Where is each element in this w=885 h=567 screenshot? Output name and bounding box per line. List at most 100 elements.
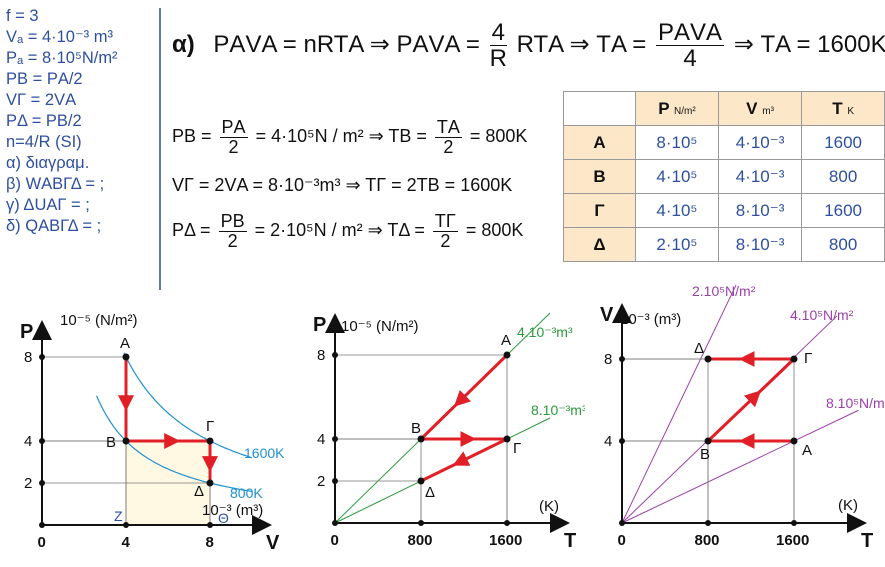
- y-tick-dot: [619, 356, 625, 362]
- given-line: δ) QΑΒΓΔ = ;: [6, 217, 102, 235]
- x-tick-dot: [207, 522, 213, 528]
- t-value: 800: [801, 227, 885, 262]
- x-tick-label: 0: [618, 532, 626, 549]
- numerator: PΑVΑ: [656, 19, 725, 47]
- v-value: 4·10⁻³: [717, 125, 803, 160]
- fraction: TΓ 2: [432, 211, 458, 251]
- y-tick-dot: [39, 354, 45, 360]
- eq-a-part: ⇒ TΑ = 1600K: [733, 31, 885, 59]
- state-label: B: [700, 446, 710, 463]
- denominator: 2: [440, 230, 451, 251]
- denominator: 2: [228, 136, 239, 157]
- y-tick-dot: [332, 352, 338, 358]
- table-row: A 8·10⁵ 4·10⁻³ 1600: [563, 125, 885, 160]
- eq-d-part: = 800K: [465, 220, 524, 241]
- state-point: [704, 437, 712, 445]
- point-label-z: Z: [114, 508, 123, 524]
- x-tick-dot: [39, 522, 45, 528]
- x-tick-label: 8: [206, 534, 214, 551]
- state-point: [790, 355, 798, 363]
- reference-line: [621, 409, 859, 524]
- denominator: 2: [443, 136, 454, 157]
- equation-b: PΒ = PΑ 2 = 4·10⁵N / m² ⇒ TΒ = TΑ 2 = 800K: [172, 118, 527, 157]
- fraction: PΑVΑ 4: [656, 19, 725, 71]
- y-tick-label: 8: [317, 347, 325, 364]
- state-point: [417, 477, 425, 485]
- x-axis-unit: (K): [838, 497, 858, 514]
- state-label: Δ: [194, 483, 204, 500]
- pv-diagram: A B Γ Δ 0 4 8 2 4 8 V P 10⁻³ (m³) 10⁻⁵ (N/m²) 1600K 800…: [20, 312, 285, 554]
- v-value: 4·10⁻³: [717, 159, 803, 194]
- pt-diagram: A B Γ Δ 0 800 1600 2 4 8 T P (K) 10⁻⁵ (N/m²) 4.10⁻³m³ 8…: [313, 312, 585, 552]
- numerator: TΓ: [432, 211, 458, 232]
- y-tick-label: 8: [24, 349, 32, 366]
- state-point: [790, 437, 798, 445]
- given-line: α) διαγραμ.: [6, 154, 90, 172]
- x-tick-dot: [332, 520, 338, 526]
- given-line: Pₐ = 8·10⁵N/m²: [6, 49, 118, 67]
- denominator: R: [489, 45, 507, 73]
- state-point: [704, 355, 712, 363]
- isobar-label: 2.10⁵N/m²: [692, 283, 756, 299]
- x-tick-dot: [123, 522, 129, 528]
- vt-diagram: A B Γ Δ 0 800 1600 4 8 T V (K) 10⁻³ (m³) 2.10⁵N/m² 4.1…: [600, 283, 885, 552]
- given-line: Vₐ = 4·10⁻³ m³: [6, 28, 114, 46]
- isobar-label: 8.10⁵N/m²: [826, 395, 885, 411]
- x-axis-label: V: [266, 532, 280, 554]
- eq-b-part: = 800K: [469, 126, 528, 147]
- state-point: [122, 437, 130, 445]
- isochore-label: 4.10⁻³m³: [517, 324, 573, 340]
- eq-d-part: PΔ =: [172, 220, 211, 241]
- y-tick-label: 4: [604, 433, 612, 450]
- state-label: B: [563, 159, 636, 194]
- header-t: T K: [801, 91, 885, 126]
- y-tick-label: 4: [24, 433, 32, 450]
- state-label: A: [501, 332, 511, 349]
- eq-b-part: = 4·10⁵N / m² ⇒ TΒ =: [255, 126, 427, 147]
- state-point: [206, 437, 214, 445]
- state-point: [503, 435, 511, 443]
- y-tick-label: 4: [317, 431, 325, 448]
- p-value: 2·10⁵: [634, 227, 719, 262]
- header-p: P N/m²: [634, 91, 719, 126]
- x-tick-label: 0: [331, 532, 339, 549]
- state-label: Δ: [425, 484, 435, 501]
- t-value: 1600: [801, 193, 885, 228]
- x-axis-label: T: [861, 530, 873, 552]
- p-value: 4·10⁵: [634, 193, 719, 228]
- state-label: Γ: [563, 193, 636, 228]
- process-arrow: [453, 389, 472, 407]
- point-label-theta: Θ: [218, 510, 229, 526]
- state-label: A: [563, 125, 636, 160]
- state-label: Δ: [563, 227, 636, 262]
- p-value: 8·10⁵: [634, 125, 719, 160]
- x-tick-label: 1600: [489, 532, 522, 549]
- given-line: γ) ΔUΑΓ = ;: [6, 196, 90, 214]
- eq-b-part: PΒ =: [172, 126, 212, 147]
- table-row: B 4·10⁵ 4·10⁻³ 800: [563, 159, 885, 194]
- table-row: Δ 2·10⁵ 8·10⁻³ 800: [563, 227, 885, 262]
- fraction: TΑ 2: [434, 118, 462, 157]
- x-axis-label: T: [564, 530, 576, 552]
- x-tick-dot: [504, 520, 510, 526]
- v-value: 8·10⁻³: [717, 227, 803, 262]
- fraction: PΑ 2: [219, 118, 248, 157]
- eq-d-part: = 2·10⁵N / m² ⇒ TΔ =: [254, 220, 425, 241]
- process-line: [419, 353, 509, 441]
- table-header-row: P N/m² V m³ T K: [563, 91, 885, 126]
- table-corner: [563, 91, 636, 126]
- x-tick-label: 1600: [776, 532, 809, 549]
- x-tick-dot: [619, 520, 625, 526]
- y-tick-dot: [39, 438, 45, 444]
- y-tick-label: 2: [317, 473, 325, 490]
- process-line: [420, 437, 508, 483]
- x-tick-label: 0: [38, 534, 46, 551]
- process-arrow: [452, 451, 471, 466]
- y-axis-label: P: [20, 321, 33, 343]
- given-line: f = 3: [6, 7, 39, 25]
- given-line: n=4/R (SI): [6, 133, 82, 151]
- x-axis-unit: 10⁻³ (m³): [202, 502, 263, 519]
- state-point: [206, 479, 214, 487]
- isotherm-label: 800K: [230, 485, 263, 501]
